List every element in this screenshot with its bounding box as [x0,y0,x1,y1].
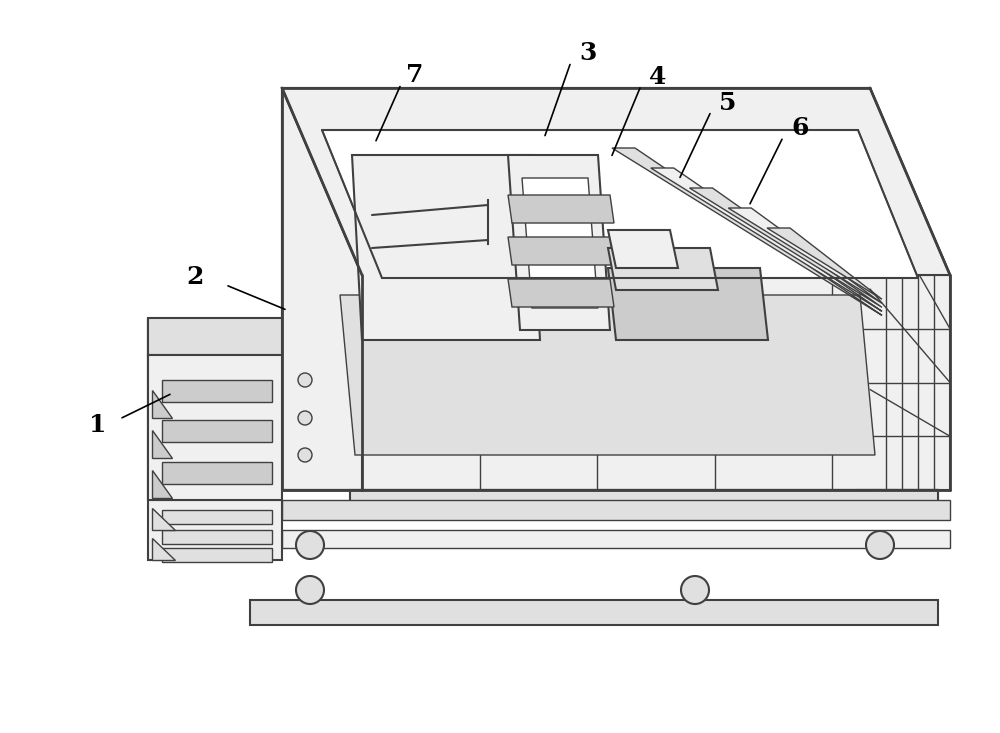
Polygon shape [282,88,362,490]
Text: 7: 7 [406,63,424,86]
Text: 6: 6 [791,117,809,140]
Polygon shape [767,228,882,299]
Polygon shape [508,155,610,330]
Polygon shape [162,530,272,544]
Polygon shape [162,462,272,484]
Polygon shape [608,248,718,290]
Polygon shape [690,188,882,307]
Polygon shape [608,268,768,340]
Polygon shape [340,295,875,455]
Polygon shape [162,548,272,562]
Polygon shape [148,318,282,355]
Polygon shape [608,230,678,268]
Circle shape [298,448,312,462]
Polygon shape [162,420,272,442]
Polygon shape [362,275,950,490]
Polygon shape [162,510,272,524]
Polygon shape [651,168,882,312]
Circle shape [866,531,894,559]
Circle shape [681,576,709,604]
Polygon shape [282,88,950,275]
Polygon shape [148,355,282,500]
Circle shape [298,373,312,387]
Polygon shape [148,500,282,560]
Polygon shape [152,508,175,530]
Circle shape [298,411,312,425]
Text: 4: 4 [649,65,667,89]
Polygon shape [508,237,614,265]
Text: 1: 1 [89,413,107,437]
Polygon shape [152,470,172,498]
Polygon shape [152,390,172,418]
Polygon shape [728,208,882,303]
Polygon shape [508,279,614,307]
Text: 2: 2 [186,265,204,289]
Circle shape [296,576,324,604]
Polygon shape [870,88,950,490]
Polygon shape [282,500,950,520]
Polygon shape [522,178,598,308]
Text: 3: 3 [579,41,597,65]
Polygon shape [508,195,614,223]
Polygon shape [250,600,938,625]
Circle shape [296,531,324,559]
Polygon shape [282,530,950,548]
Polygon shape [152,430,172,458]
Text: 5: 5 [719,91,737,114]
Polygon shape [322,130,918,278]
Polygon shape [152,538,175,560]
Polygon shape [612,148,882,315]
Polygon shape [162,380,272,402]
Polygon shape [858,490,938,515]
Polygon shape [352,155,540,340]
Polygon shape [350,490,938,515]
Polygon shape [282,88,870,490]
